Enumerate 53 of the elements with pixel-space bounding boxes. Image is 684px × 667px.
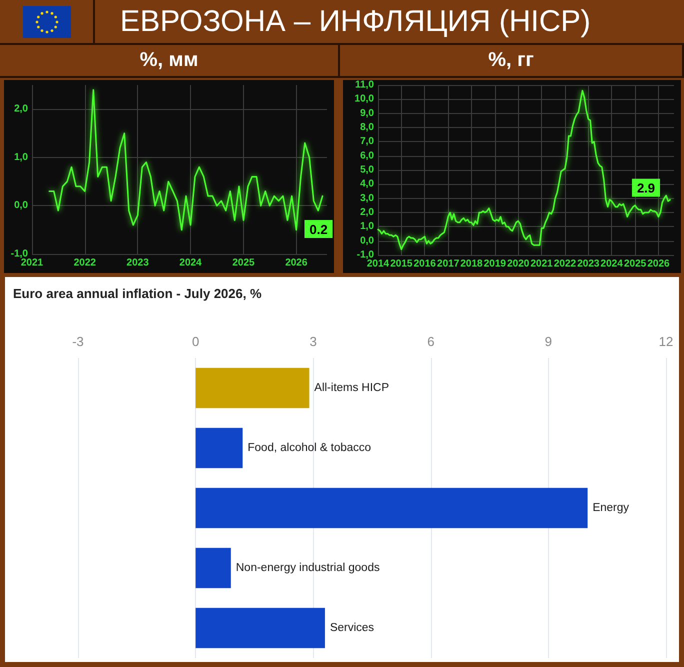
y-tick-label: -1,0 (356, 250, 374, 260)
y-tick-label: 1,0 (14, 152, 28, 163)
y-tick-label: 5,0 (360, 164, 374, 176)
y-tick-label: 7,0 (360, 136, 374, 148)
y-tick-label: Energy (592, 502, 630, 514)
x-tick-label: 2022 (74, 258, 96, 268)
text: ЕВРОЗОНА – ИНФЛЯЦИЯ (HICP) (120, 4, 591, 40)
x-tick-label: 3 (310, 334, 317, 349)
y-tick-label: -1,0 (10, 248, 28, 260)
x-tick-label: 2022 (554, 258, 577, 270)
y-tick-label: Food, alcohol & tobacco (248, 442, 372, 454)
y-tick-label: 11,0 (355, 80, 374, 90)
x-tick-label: 2025 (232, 258, 256, 268)
x-tick-label: 2024 (179, 258, 202, 268)
x-tick-label: 2026 (285, 258, 308, 268)
chart-title: %, гг (340, 45, 682, 76)
y-tick-label: 0,0 (360, 235, 374, 246)
y-tick-label: 2,0 (14, 104, 28, 115)
x-tick-label: 2016 (414, 258, 436, 270)
x-tick-label: 9 (544, 334, 552, 349)
y-tick-label: Services (330, 622, 374, 634)
x-tick-label: 2017 (437, 258, 460, 270)
chart-title: Euro area annual inflation - July 2026, % (13, 286, 262, 301)
y-tick-label: 4,0 (360, 178, 374, 190)
x-tick-label: 6 (427, 334, 434, 349)
x-tick-label: 2025 (624, 258, 647, 270)
y-tick-label: 1,0 (360, 221, 374, 232)
x-tick-label: 2021 (530, 258, 554, 270)
y-tick-label: 8,0 (360, 122, 374, 133)
chart-title: %, мм (0, 45, 338, 76)
x-tick-label: 2018 (460, 258, 484, 270)
data-label: 0.2 (309, 222, 328, 238)
x-tick-label: -3 (72, 334, 84, 349)
x-tick-label: 2014 (366, 258, 390, 270)
x-tick-label: 2020 (507, 258, 530, 270)
y-tick-label: Non-energy industrial goods (236, 562, 380, 574)
y-tick-label: 6,0 (360, 150, 374, 162)
x-tick-label: 2015 (390, 258, 413, 270)
data-label: 2.9 (636, 180, 656, 196)
x-tick-label: 2024 (600, 258, 624, 270)
y-tick-label: 2,0 (360, 207, 374, 218)
y-tick-label: 9,0 (360, 108, 374, 119)
x-tick-label: 2023 (577, 258, 600, 270)
x-tick-label: 2026 (647, 258, 670, 270)
x-tick-label: 2021 (20, 258, 44, 268)
y-tick-label: 10,0 (354, 94, 374, 105)
y-tick-label: 3,0 (360, 192, 374, 204)
y-tick-label: 0,0 (14, 200, 28, 212)
x-tick-label: 12 (658, 334, 674, 349)
x-tick-label: 0 (192, 334, 200, 349)
x-tick-label: 2019 (484, 258, 506, 270)
y-tick-label: All-items HICP (314, 382, 390, 394)
x-tick-label: 2023 (126, 258, 150, 268)
